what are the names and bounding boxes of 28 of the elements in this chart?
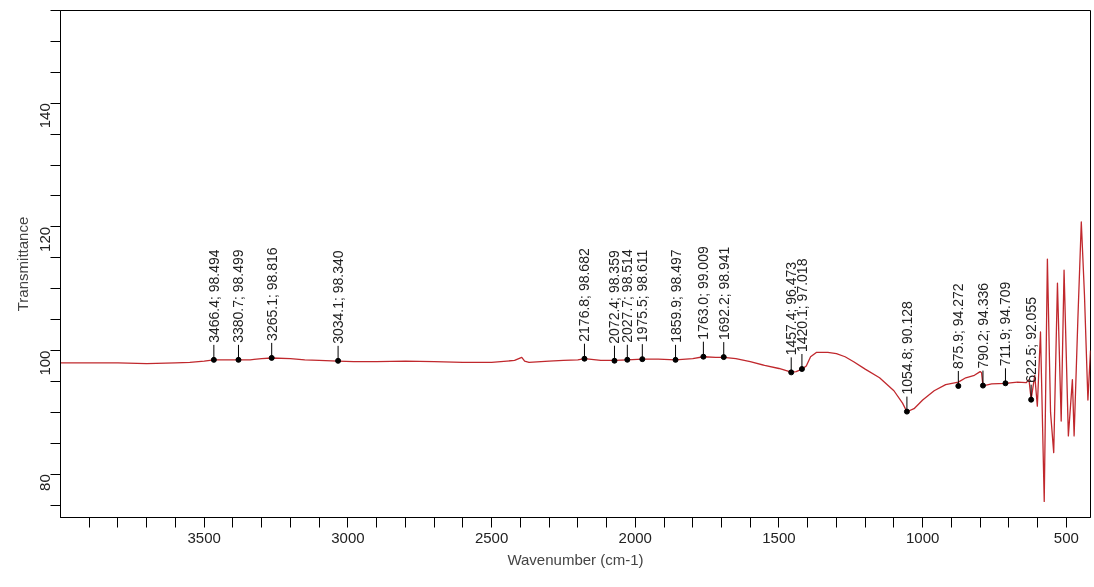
x-tick-label: 2500: [474, 528, 509, 546]
y-tick-label: 80: [36, 474, 54, 491]
annotation: 1975.5; 98.611: [634, 249, 651, 343]
annotation: 2176.8; 98.682: [576, 248, 593, 342]
x-axis-title: Wavenumber (cm-1): [507, 550, 644, 568]
x-tick-label: 3000: [331, 528, 365, 546]
y-tick-label: 120: [36, 226, 54, 252]
annotation: 790.2; 94.336: [974, 282, 991, 369]
annotation: 622.5; 92.055: [1023, 296, 1040, 383]
y-tick-label: 140: [36, 103, 54, 129]
annotation: 1763.0; 99.009: [695, 246, 712, 340]
y-axis-title: Transmittance: [13, 216, 31, 312]
y-tick-label: 100: [36, 350, 54, 376]
annotation: 1054.8; 90.128: [898, 300, 915, 395]
x-tick-label: 1500: [762, 528, 796, 546]
annotation: 875.9; 94.272: [950, 283, 967, 369]
annotation: 3380.7; 98.499: [230, 249, 247, 343]
x-tick-label: 3500: [187, 528, 221, 546]
x-tick-label: 1000: [905, 528, 940, 546]
annotation: 1692.2; 98.941: [715, 246, 732, 341]
x-tick-label: 500: [1053, 528, 1079, 546]
annotation: 1859.9; 98.497: [667, 249, 684, 343]
annotation: 3265.1; 98.816: [263, 247, 280, 341]
annotation: 3034.1; 98.340: [330, 250, 347, 344]
annotation: 3466.4; 98.494: [205, 249, 222, 343]
annotation: 711.9; 94.709: [997, 281, 1014, 367]
annotation: 2072.4; 98.359: [606, 250, 623, 344]
x-tick-label: 2000: [618, 528, 652, 546]
